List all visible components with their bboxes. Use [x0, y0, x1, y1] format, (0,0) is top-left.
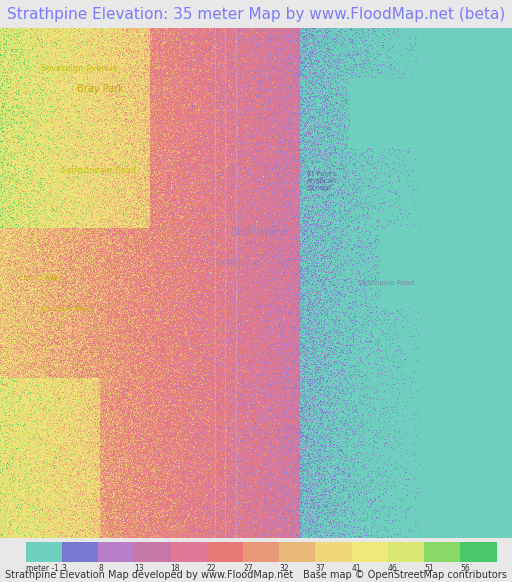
- Bar: [207, 542, 243, 562]
- Bar: [170, 542, 207, 562]
- Bar: [424, 542, 460, 562]
- Bar: [388, 542, 424, 562]
- Text: Strathpine Road: Strathpine Road: [358, 280, 415, 286]
- Text: Latchs Road: Latchs Road: [20, 275, 63, 281]
- Bar: [315, 542, 352, 562]
- Text: 8: 8: [98, 565, 103, 573]
- Text: Samsonvale Road: Samsonvale Road: [61, 166, 136, 175]
- Text: 41: 41: [352, 565, 361, 573]
- Text: 18: 18: [170, 565, 180, 573]
- Text: 32: 32: [279, 565, 289, 573]
- Bar: [243, 542, 279, 562]
- Text: 46: 46: [388, 565, 398, 573]
- Text: Strathpine Elevation Map developed by www.FloodMap.net: Strathpine Elevation Map developed by ww…: [5, 570, 293, 580]
- Text: 13: 13: [134, 565, 144, 573]
- Text: Bray Park: Bray Park: [77, 84, 124, 94]
- Text: 37: 37: [315, 565, 325, 573]
- Bar: [98, 542, 134, 562]
- Text: Strathpine: Strathpine: [215, 258, 259, 267]
- Text: St Paul's
Anglican
School: St Paul's Anglican School: [307, 171, 337, 191]
- Bar: [26, 542, 62, 562]
- Bar: [352, 542, 388, 562]
- Text: 27: 27: [243, 565, 252, 573]
- Text: Strathpine: Strathpine: [230, 227, 289, 237]
- Text: meter -1: meter -1: [26, 565, 58, 573]
- Text: 22: 22: [207, 565, 216, 573]
- Bar: [279, 542, 315, 562]
- Text: Kremzow Road: Kremzow Road: [41, 306, 92, 311]
- Text: 3: 3: [62, 565, 67, 573]
- Text: Strathpine Elevation: 35 meter Map by www.FloodMap.net (beta): Strathpine Elevation: 35 meter Map by ww…: [7, 6, 505, 22]
- Text: Sovereign Avenue: Sovereign Avenue: [41, 64, 117, 73]
- Bar: [460, 542, 497, 562]
- Text: Base map © OpenStreetMap contributors: Base map © OpenStreetMap contributors: [303, 570, 507, 580]
- Bar: [134, 542, 170, 562]
- Text: 56: 56: [460, 565, 470, 573]
- Text: 51: 51: [424, 565, 434, 573]
- Bar: [62, 542, 98, 562]
